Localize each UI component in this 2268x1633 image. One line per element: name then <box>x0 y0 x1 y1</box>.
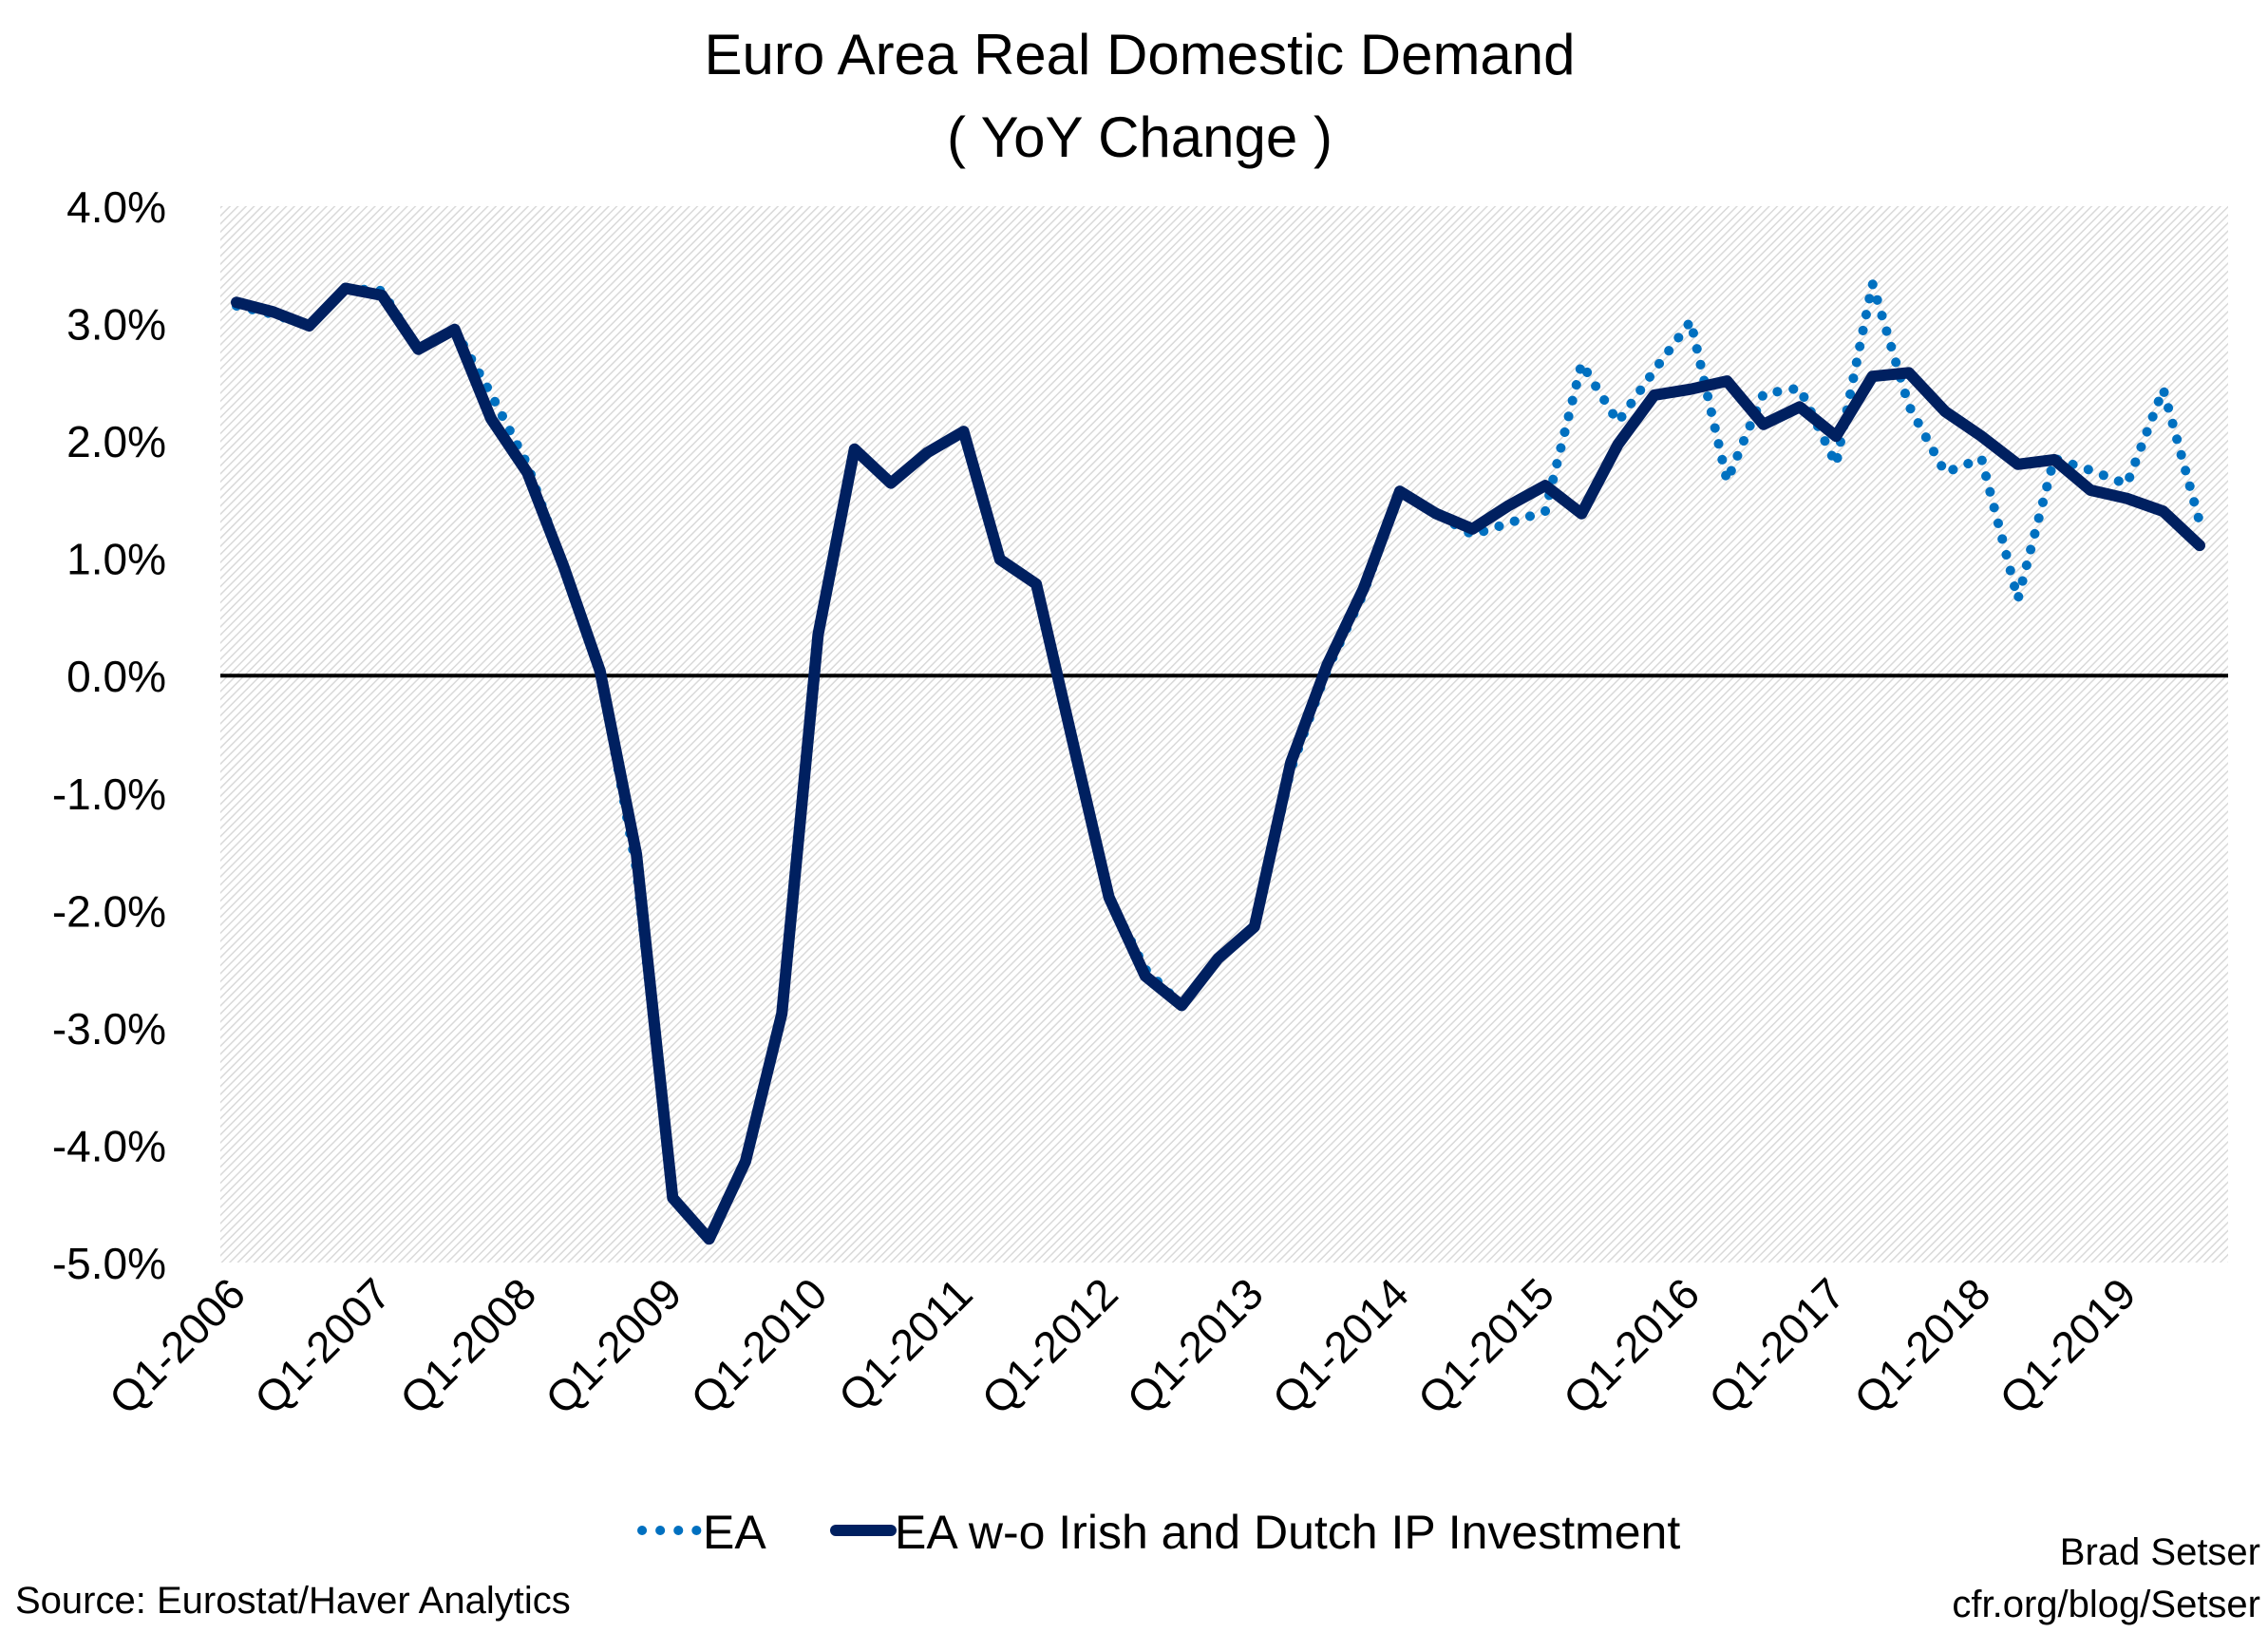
x-tick-label: Q1-2007 <box>245 1268 400 1423</box>
chart-title: Euro Area Real Domestic Demand <box>704 23 1575 86</box>
x-tick-label: Q1-2018 <box>1844 1268 1999 1423</box>
x-tick-label: Q1-2017 <box>1699 1268 1854 1423</box>
y-tick-label: -1.0% <box>52 769 166 819</box>
author-credit: Brad Setser <box>2060 1531 2260 1573</box>
x-tick-label: Q1-2006 <box>100 1268 255 1423</box>
x-tick-label: Q1-2012 <box>972 1268 1126 1423</box>
y-tick-label: -2.0% <box>52 886 166 936</box>
source-note: Source: Eurostat/Haver Analytics <box>15 1580 571 1622</box>
legend-label-ea: EA <box>703 1506 766 1559</box>
x-tick-label: Q1-2019 <box>1990 1268 2145 1423</box>
legend-label-ea-wo: EA w-o Irish and Dutch IP Investment <box>895 1506 1680 1559</box>
author-site: cfr.org/blog/Setser <box>1952 1584 2260 1625</box>
x-tick-label: Q1-2011 <box>829 1268 982 1421</box>
y-tick-label: -3.0% <box>52 1004 166 1054</box>
x-tick-label: Q1-2010 <box>681 1268 836 1423</box>
x-tick-label: Q1-2013 <box>1117 1268 1272 1423</box>
y-tick-label: 4.0% <box>66 182 166 232</box>
x-tick-label: Q1-2015 <box>1408 1268 1563 1423</box>
y-tick-label: 3.0% <box>66 300 166 350</box>
x-tick-label: Q1-2009 <box>536 1268 690 1423</box>
y-tick-label: 2.0% <box>66 417 166 466</box>
x-tick-label: Q1-2016 <box>1554 1268 1709 1423</box>
y-tick-label: -4.0% <box>52 1121 166 1170</box>
x-tick-label: Q1-2008 <box>390 1268 545 1423</box>
x-tick-label: Q1-2014 <box>1263 1268 1418 1423</box>
legend: EA EA w-o Irish and Dutch IP Investment <box>637 1506 1680 1559</box>
y-tick-label: 1.0% <box>66 535 166 584</box>
series-line-ea-wo-irish-dutch <box>231 282 2205 1245</box>
y-tick-label: -5.0% <box>52 1239 166 1288</box>
plot-area <box>220 206 2228 1263</box>
y-tick-label: 0.0% <box>66 652 166 701</box>
chart-subtitle: ( YoY Change ) <box>947 105 1332 169</box>
